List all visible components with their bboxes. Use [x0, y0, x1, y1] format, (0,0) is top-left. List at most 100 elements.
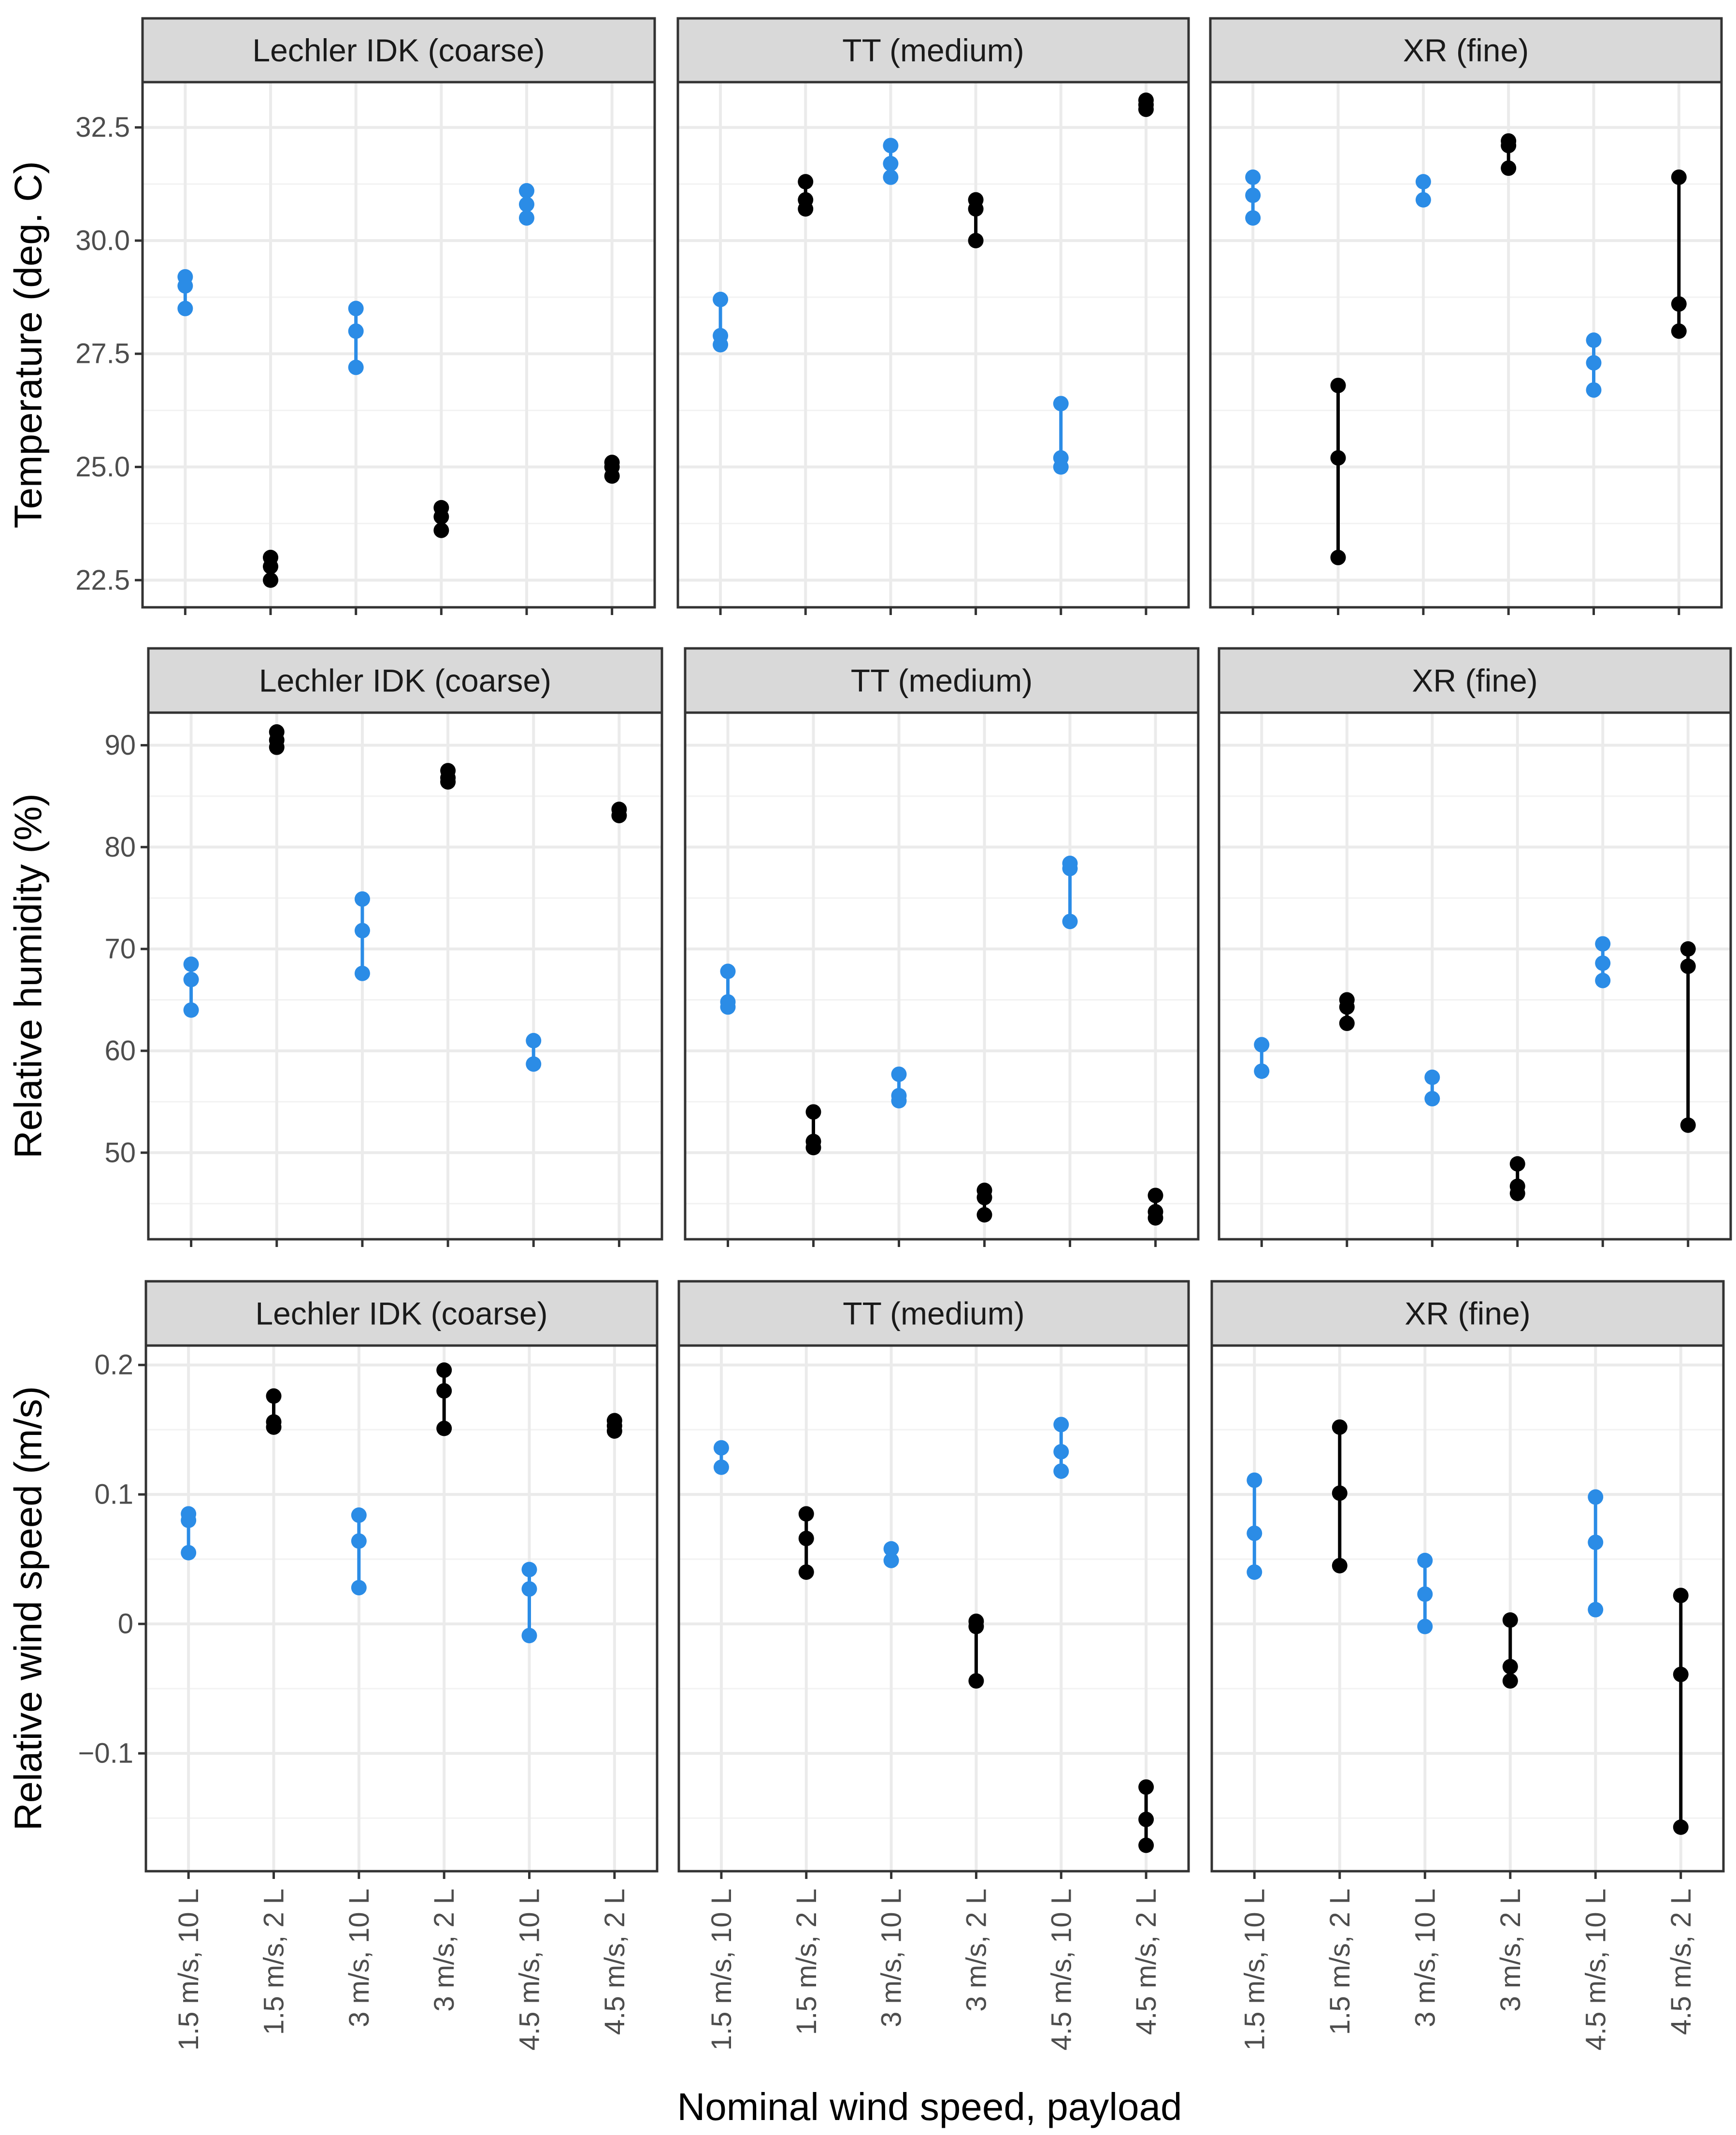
y-tick-label: 70: [104, 933, 136, 965]
data-point: [883, 1541, 899, 1557]
data-point: [1586, 332, 1602, 348]
data-point: [606, 1413, 622, 1429]
data-point: [1053, 1463, 1069, 1479]
data-point: [1053, 1444, 1069, 1460]
facet-strip-label: XR (fine): [1403, 32, 1529, 68]
facet-strip: [1218, 647, 1732, 714]
data-point: [1673, 1588, 1689, 1604]
facet-strip-label: XR (fine): [1412, 663, 1537, 699]
data-point: [1245, 169, 1261, 185]
panel-1-3: XR (fine): [1209, 17, 1723, 615]
data-point: [1245, 210, 1261, 226]
data-point: [1330, 377, 1346, 393]
x-tick-label: 1.5 m/s, 10 L: [1239, 1889, 1270, 2050]
facet-strip: [141, 17, 656, 84]
facet-strip: [676, 17, 1190, 84]
data-point: [805, 1104, 821, 1120]
data-point: [1417, 1552, 1433, 1568]
data-point: [266, 1388, 282, 1404]
data-point: [1053, 450, 1069, 466]
data-point: [354, 923, 370, 939]
y-tick-label: −0.1: [78, 1738, 134, 1769]
data-point: [604, 455, 620, 471]
data-point: [1138, 1779, 1154, 1795]
data-point: [348, 323, 364, 339]
data-point: [611, 802, 627, 817]
x-tick-label: 4.5 m/s, 10 L: [514, 1889, 545, 2050]
data-point: [519, 197, 534, 213]
y-tick-label: 50: [104, 1137, 136, 1168]
facet-strip-label: Lechler IDK (coarse): [259, 663, 551, 699]
chart-row-1: Temperature (deg. C) Lechler IDK (coarse)…: [7, 17, 1723, 615]
x-tick-label: 3 m/s, 2 L: [961, 1889, 992, 2012]
data-point: [526, 1056, 542, 1072]
data-point: [351, 1507, 367, 1523]
data-point: [1245, 187, 1261, 203]
data-point: [436, 1362, 452, 1378]
data-point: [181, 1506, 197, 1522]
panel-background: [685, 713, 1198, 1239]
data-point: [805, 1133, 821, 1149]
data-point: [1595, 936, 1611, 952]
data-point: [1330, 450, 1346, 466]
panel-background: [143, 82, 655, 607]
panel-background: [1210, 82, 1722, 607]
facet-strip-label: Lechler IDK (coarse): [255, 1296, 547, 1332]
data-point: [1586, 355, 1602, 371]
data-point: [1502, 1673, 1518, 1689]
data-point: [1062, 914, 1078, 930]
data-point: [1671, 323, 1687, 339]
data-point: [1502, 1612, 1518, 1628]
panel-background: [146, 1346, 657, 1871]
data-point: [1332, 1558, 1348, 1574]
data-point: [181, 1545, 197, 1561]
data-point: [1332, 1419, 1348, 1435]
data-point: [526, 1032, 542, 1048]
data-point: [713, 328, 729, 344]
data-point: [263, 549, 278, 565]
data-point: [183, 972, 199, 988]
x-axis-title: Nominal wind speed, payload: [677, 2085, 1182, 2128]
data-point: [713, 1440, 729, 1456]
data-point: [1062, 856, 1078, 872]
data-point: [968, 192, 984, 208]
y-tick-label: 90: [104, 730, 136, 761]
x-tick-label: 1.5 m/s, 2 L: [258, 1889, 290, 2035]
data-point: [1502, 1659, 1518, 1675]
data-point: [1595, 973, 1611, 989]
panel-1-1: Lechler IDK (coarse) 22.5 25.0 27.5 30.0 32.5: [75, 17, 656, 615]
panel-background: [148, 713, 662, 1239]
data-point: [354, 965, 370, 981]
data-point: [1509, 1156, 1525, 1172]
data-point: [1586, 382, 1602, 398]
chart-row-2: Relative humidity (%) Lechler IDK (coarse…: [7, 647, 1732, 1247]
data-point: [720, 994, 736, 1010]
panel-1-2: TT (medium): [676, 17, 1190, 615]
data-point: [1673, 1819, 1689, 1835]
data-point: [720, 963, 736, 979]
data-point: [1588, 1489, 1604, 1505]
data-point: [968, 1673, 984, 1689]
y-tick-label: 25.0: [75, 451, 130, 483]
data-point: [436, 1383, 452, 1399]
data-point: [1417, 1586, 1433, 1602]
data-point: [1680, 941, 1696, 957]
data-point: [1247, 1564, 1263, 1580]
data-point: [519, 210, 534, 226]
x-tick-labels: 1.5 m/s, 10 L 1.5 m/s, 2 L 3 m/s, 10 L 3 m/…: [173, 1889, 1697, 2050]
data-point: [354, 891, 370, 907]
x-tick-label: 4.5 m/s, 2 L: [599, 1889, 631, 2035]
x-tick-label: 4.5 m/s, 10 L: [1580, 1889, 1611, 2050]
data-point: [891, 1066, 907, 1082]
data-point: [1415, 192, 1431, 208]
data-point: [266, 1414, 282, 1430]
data-point: [183, 956, 199, 972]
y-tick-label: 22.5: [75, 564, 130, 596]
facet-strip-label: XR (fine): [1405, 1296, 1530, 1332]
panel-background: [1219, 713, 1731, 1239]
data-point: [519, 183, 534, 199]
x-tick-label: 3 m/s, 10 L: [344, 1889, 375, 2027]
data-point: [1424, 1069, 1440, 1085]
data-point: [798, 1506, 814, 1522]
